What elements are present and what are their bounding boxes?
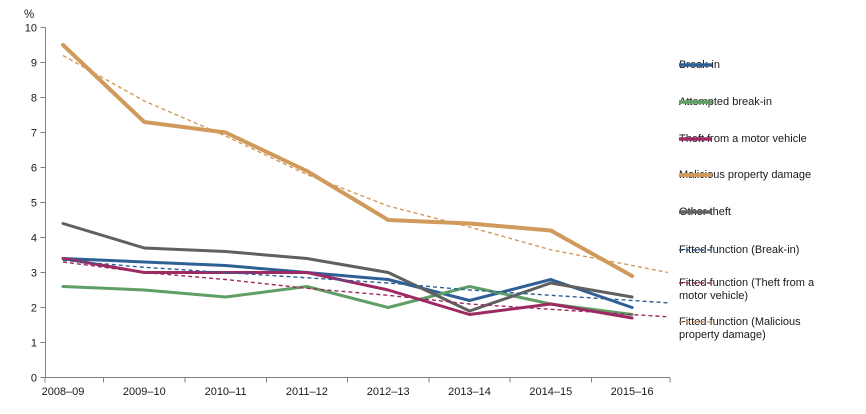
x-tick-label: 2011–12 [286,386,328,398]
y-tick-label: 4 [31,233,37,245]
series-line-fitted-function-break-in [62,259,669,304]
series-line-attempted-break-in [61,285,634,316]
series-line-fitted-function-malicious-property-damage [62,54,669,274]
legend-label: Fitted function (Theft from a motor vehi… [679,276,815,302]
legend-label: Fitted function (Break-in) [679,243,800,256]
y-tick-label: 9 [31,58,37,70]
legend-label: Theft from a motor vehicle [679,132,807,145]
legend-item-fitted-function-break-in: Fitted function (Break-in) [679,244,799,257]
legend-item-fitted-function-theft-from-a-motor-vehicle: Fitted function (Theft from a motor vehi… [679,277,821,303]
series-line-malicious-property-damage [61,43,635,278]
legend-swatch-theft-from-a-motor-vehicle [679,136,712,141]
x-tick-label: 2008–09 [42,386,85,398]
legend-item-attempted-break-in: Attempted break-in [679,96,772,109]
y-tick-label: 1 [31,338,37,350]
y-tick-label: 5 [31,198,37,210]
y-tick-label: 2 [31,303,37,315]
legend-swatch-break-in [679,62,712,67]
x-tick-label: 2014–15 [529,386,572,398]
series-line-break-in [61,257,634,309]
legend-item-theft-from-a-motor-vehicle: Theft from a motor vehicle [679,133,807,146]
y-tick-label: 6 [31,163,37,175]
legend-swatch-attempted-break-in [679,100,712,104]
legend: Break-in Attempted break-in Theft from a m… [679,0,866,414]
series-line-theft-from-a-motor-vehicle [61,257,634,320]
y-tick-label: 0 [31,373,37,385]
legend-item-break-in: Break-in [679,59,720,72]
y-tick-label: 8 [31,93,37,105]
y-tick-label: 3 [31,268,37,280]
legend-item-malicious-property-damage: Malicious property damage [679,169,811,182]
x-tick-label: 2012–13 [367,386,410,398]
legend-item-fitted-function-malicious-property-damage: Fitted function (Malicious property dama… [679,316,821,342]
y-tick-label: 10 [25,23,37,35]
legend-label: Malicious property damage [679,169,812,181]
legend-swatch-malicious-property-damage [679,173,712,177]
legend-swatch-other-theft [679,210,712,214]
legend-swatch-fitted-function-theft-from-a-motor-vehicle [679,281,712,284]
y-tick-label: 7 [31,128,37,140]
legend-label: Fitted function (Malicious property dama… [679,315,801,341]
series-line-other-theft [61,222,634,313]
x-tick-label: 2010–11 [205,386,247,398]
x-tick-label: 2015–16 [611,386,654,398]
x-tick-label: 2009–10 [123,386,166,398]
y-axis-unit-label: % [24,9,34,21]
legend-label: Attempted break-in [679,96,772,108]
legend-item-other-theft: Other theft [679,206,731,219]
x-tick-label: 2013–14 [448,386,491,398]
legend-swatch-fitted-function-break-in [679,248,712,251]
legend-swatch-fitted-function-malicious-property-damage [679,320,712,323]
